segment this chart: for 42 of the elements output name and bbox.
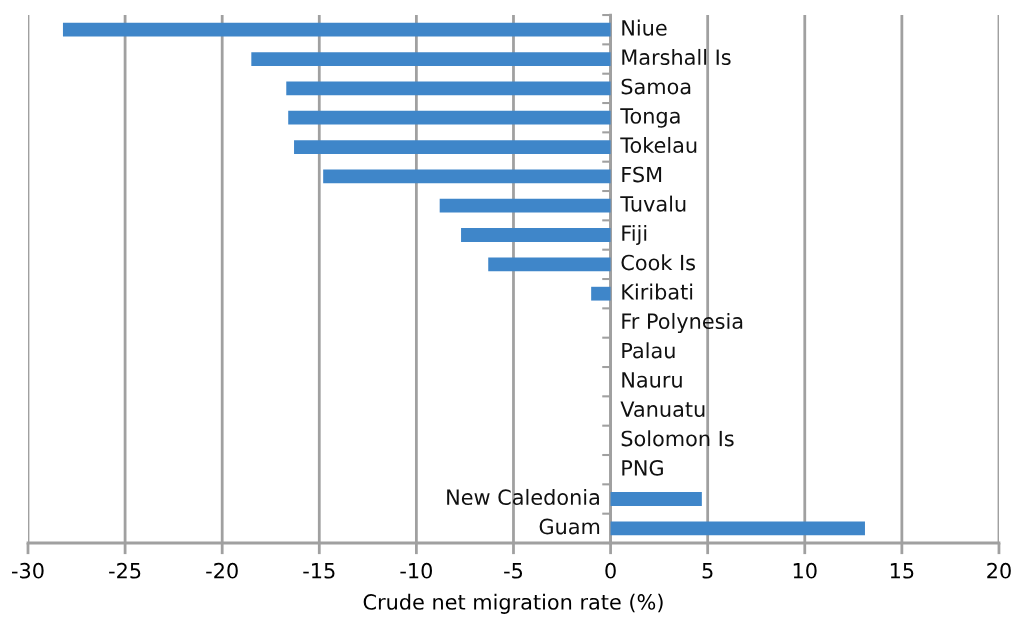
bar bbox=[62, 22, 611, 37]
y-tick-label: Fr Polynesia bbox=[622, 312, 743, 334]
x-tick-label: 5 bbox=[702, 563, 713, 579]
bar bbox=[610, 492, 702, 506]
x-tick-label: 10 bbox=[793, 562, 817, 579]
bar bbox=[251, 52, 611, 66]
y-tick-label: Tuvalu bbox=[620, 195, 686, 212]
bar bbox=[461, 228, 611, 242]
y-tick-label: FSM bbox=[622, 166, 662, 183]
y-tick-label: Guam bbox=[539, 518, 600, 535]
x-tick-label: -5 bbox=[504, 563, 523, 579]
x-tick-label: 0 bbox=[605, 562, 616, 579]
x-tick-label: 15 bbox=[890, 563, 914, 579]
y-tick-label: Cook Is bbox=[621, 254, 696, 271]
x-tick-label: -10 bbox=[400, 562, 433, 579]
y-tick-label: PNG bbox=[622, 459, 663, 476]
y-tick-label: Samoa bbox=[621, 78, 691, 95]
x-tick-label: -20 bbox=[206, 562, 238, 579]
y-tick-label: Tokelau bbox=[620, 136, 697, 154]
bar bbox=[286, 81, 611, 96]
y-tick-label: Fiji bbox=[622, 224, 647, 246]
y-tick-label: Niue bbox=[622, 19, 667, 36]
x-tick-label: -30 bbox=[12, 562, 44, 579]
y-tick-label: Marshall Is bbox=[622, 48, 731, 66]
y-tick-label: Kiribati bbox=[622, 283, 693, 300]
bar bbox=[439, 198, 611, 213]
x-tick-label: 20 bbox=[987, 562, 1011, 579]
x-axis-title: Crude net migration rate (%) bbox=[363, 593, 663, 614]
y-tick-label: Vanuatu bbox=[620, 401, 705, 418]
bar bbox=[288, 110, 611, 125]
y-tick-label: Nauru bbox=[622, 372, 682, 388]
bar bbox=[294, 140, 611, 154]
bar bbox=[610, 521, 865, 536]
y-tick-label: Tonga bbox=[620, 108, 680, 128]
x-tick-label: -25 bbox=[109, 562, 141, 579]
bar bbox=[488, 257, 611, 272]
x-tick-label: -15 bbox=[303, 563, 335, 579]
y-tick-label: Solomon Is bbox=[621, 430, 734, 447]
y-tick-label: New Caledonia bbox=[447, 488, 599, 506]
bar bbox=[323, 169, 611, 184]
y-tick-label: Palau bbox=[622, 342, 675, 359]
bar bbox=[591, 286, 611, 301]
